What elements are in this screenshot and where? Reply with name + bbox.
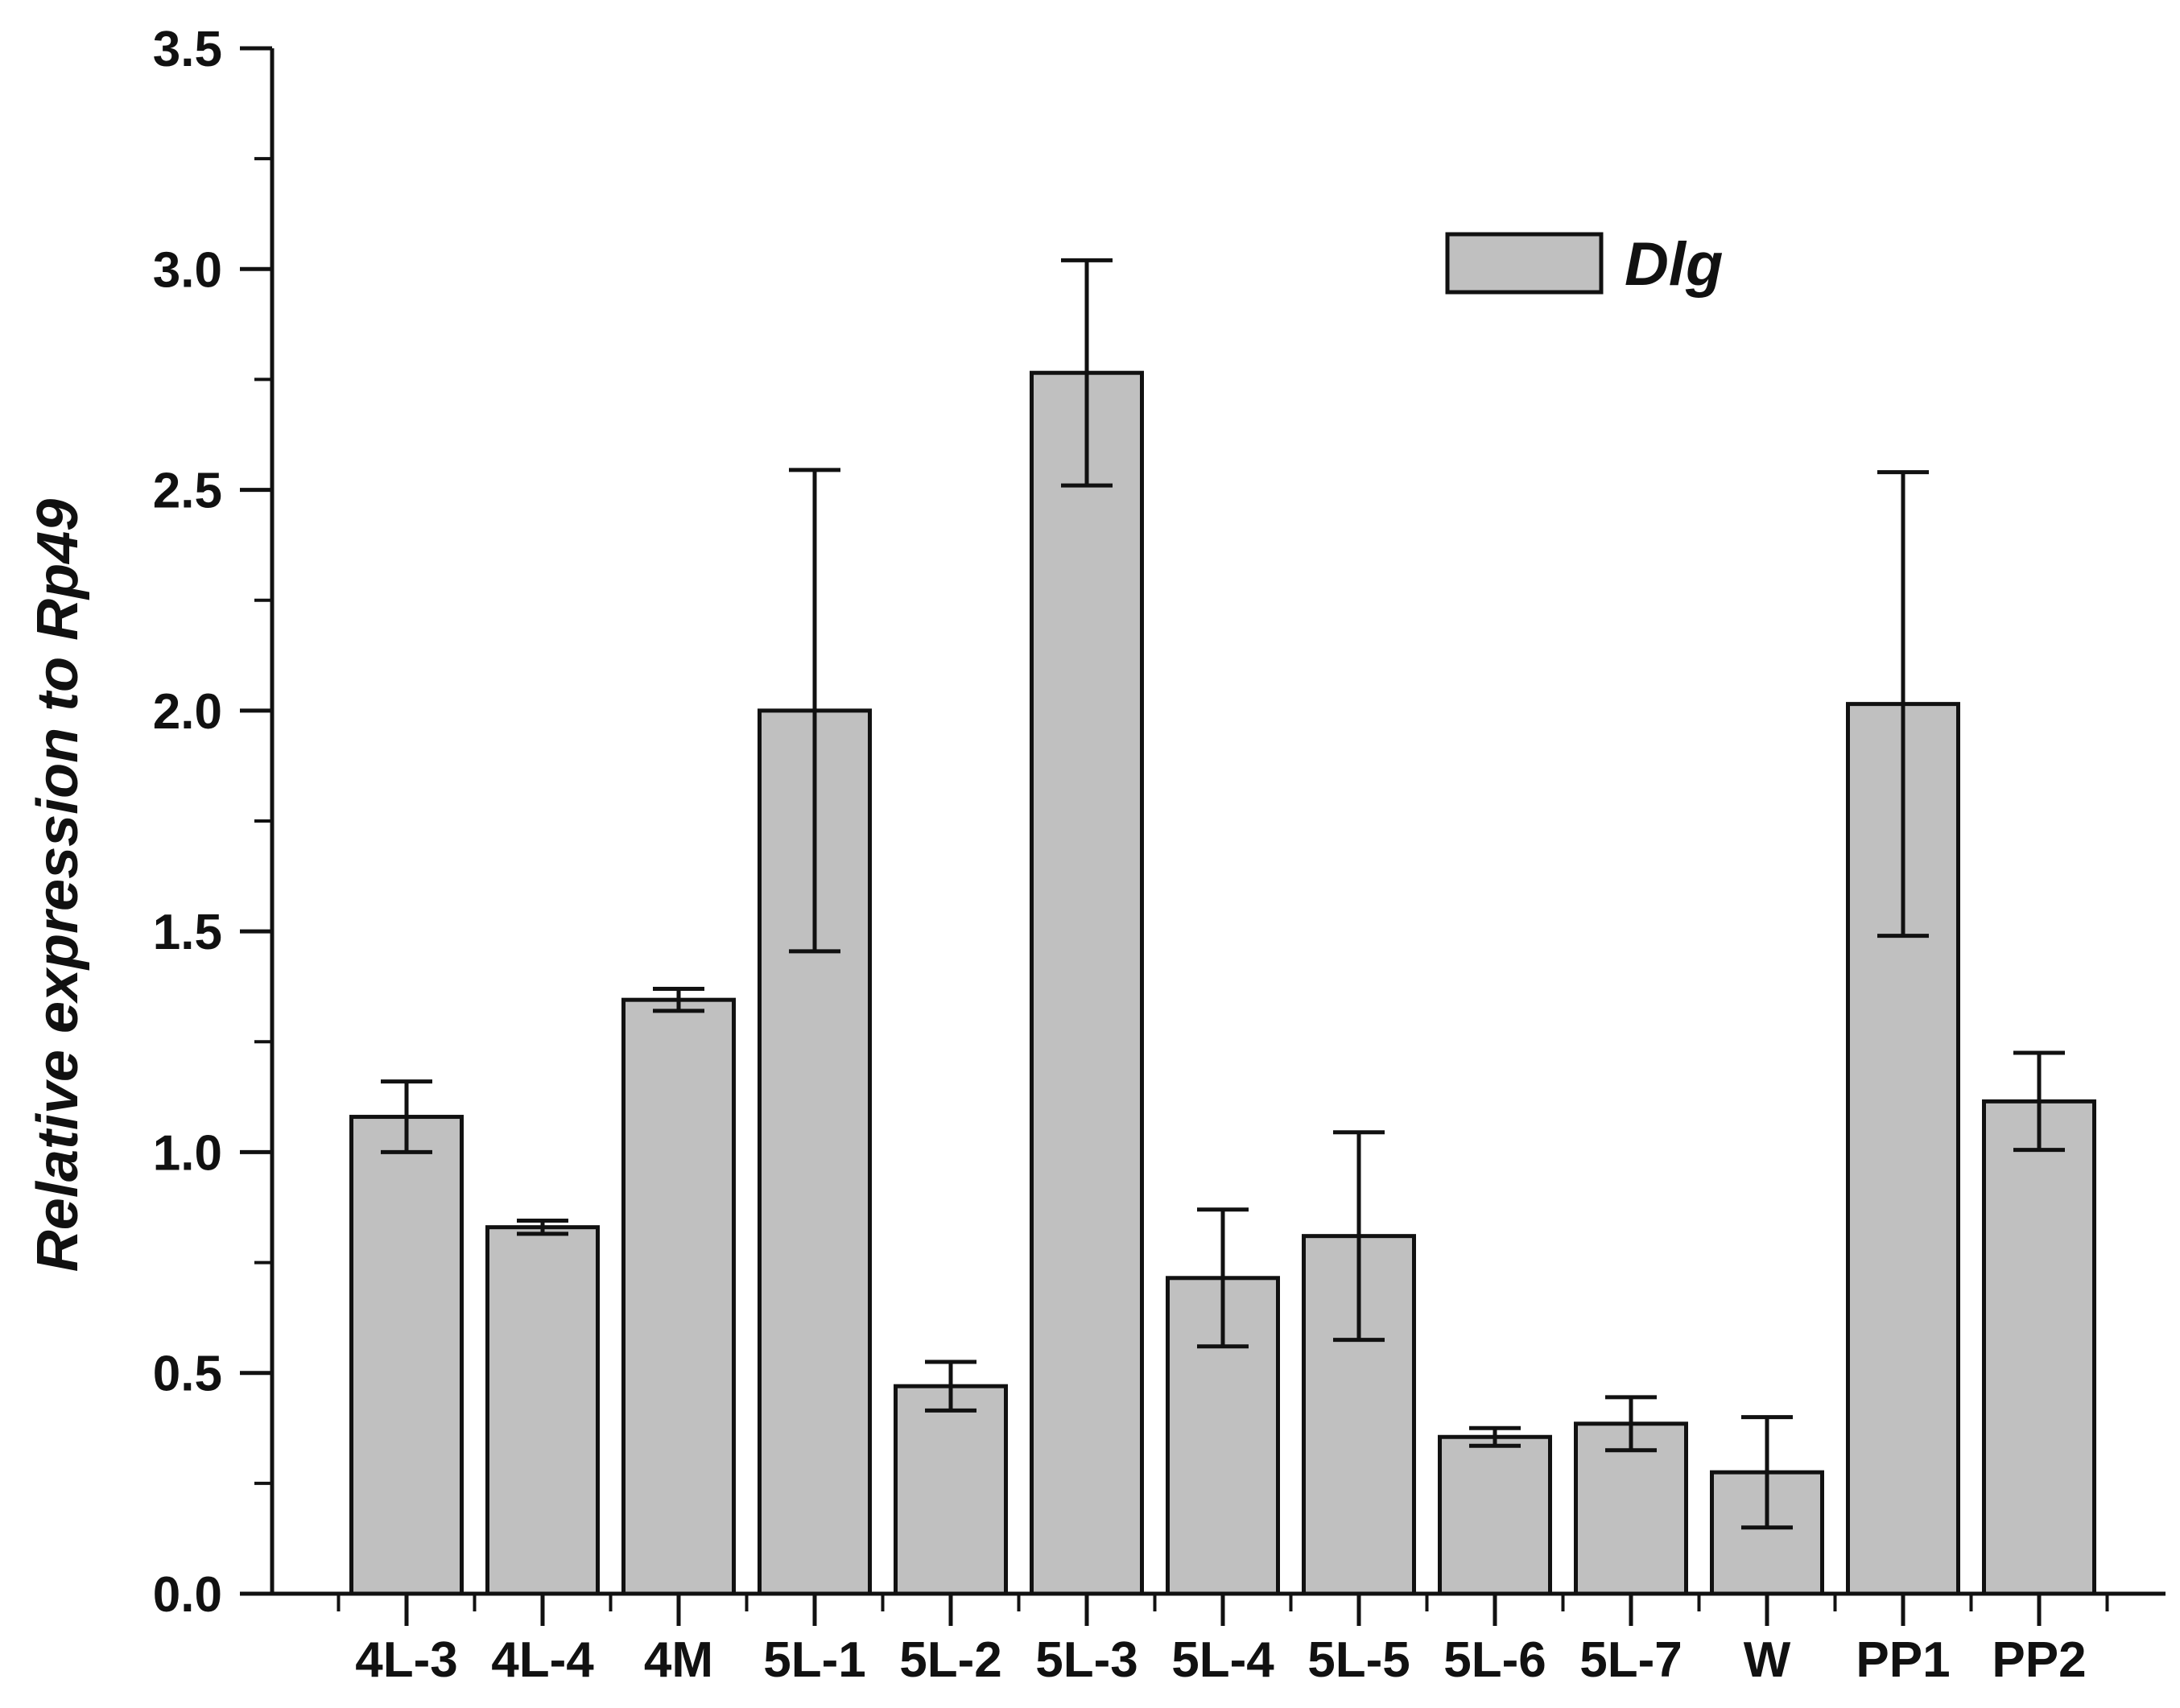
y-tick-label: 1.5 xyxy=(153,905,222,960)
y-tick-label: 1.0 xyxy=(153,1125,222,1181)
y-axis-title-gene: Rp49 xyxy=(26,499,90,641)
y-tick-label: 2.0 xyxy=(153,684,222,740)
x-tick-label: 5L-7 xyxy=(1579,1632,1682,1688)
x-tick-label: 4M xyxy=(644,1632,713,1688)
x-tick-label: 5L-1 xyxy=(763,1632,865,1688)
bar xyxy=(621,997,736,1596)
legend: Dlg xyxy=(1445,230,1723,299)
x-tick-label: 5L-6 xyxy=(1443,1632,1546,1688)
x-tick-label: 4L-3 xyxy=(355,1632,457,1688)
y-axis-title: Relative expression to Rp49 xyxy=(26,499,90,1272)
y-tick-label: 0.0 xyxy=(153,1567,222,1623)
x-tick-label: W xyxy=(1744,1632,1791,1688)
legend-swatch xyxy=(1445,232,1604,295)
bar xyxy=(349,1115,464,1596)
y-tick-label: 0.5 xyxy=(153,1347,222,1402)
legend-label: Dlg xyxy=(1625,230,1723,299)
bar xyxy=(1438,1434,1552,1596)
y-axis-title-prefix: Relative expression to xyxy=(26,641,90,1272)
x-tick-label: 5L-4 xyxy=(1171,1632,1274,1688)
y-tick-label: 2.5 xyxy=(153,464,222,519)
x-tick-label: PP1 xyxy=(1856,1632,1950,1688)
bar xyxy=(1030,370,1144,1596)
x-tick-label: 5L-3 xyxy=(1035,1632,1137,1688)
x-tick-label: PP2 xyxy=(1992,1632,2086,1688)
y-tick-label: 3.5 xyxy=(153,22,222,77)
bar xyxy=(1982,1099,2096,1596)
x-tick-label: 4L-4 xyxy=(491,1632,594,1688)
x-tick-label: 5L-5 xyxy=(1307,1632,1410,1688)
svg-text:Relative expression to Rp49: Relative expression to Rp49 xyxy=(26,499,90,1272)
y-tick-label: 3.0 xyxy=(153,242,222,298)
bar xyxy=(894,1384,1008,1596)
x-tick-label: 5L-2 xyxy=(899,1632,1001,1688)
bar xyxy=(485,1225,600,1596)
